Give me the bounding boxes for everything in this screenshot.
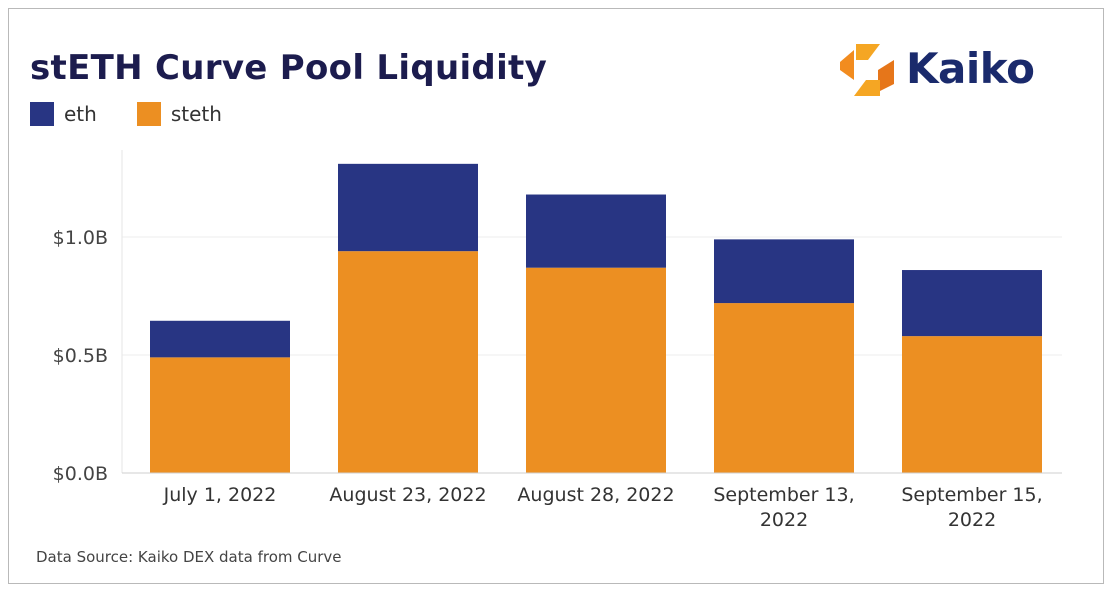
- x-tick-label: July 1, 2022: [163, 484, 277, 506]
- x-tick-label: 2022: [760, 509, 808, 531]
- data-source-note: Data Source: Kaiko DEX data from Curve: [36, 548, 342, 566]
- y-tick-label: $1.0B: [53, 227, 108, 249]
- bar-steth: [714, 303, 854, 473]
- kaiko-logo-text: Kaiko: [906, 44, 1035, 93]
- bar-steth: [338, 251, 478, 473]
- legend: eth steth: [30, 102, 262, 126]
- legend-swatch-eth: [30, 102, 54, 126]
- bar-steth: [902, 336, 1042, 473]
- legend-item-eth: eth: [30, 102, 97, 126]
- bar-eth: [902, 270, 1042, 337]
- bar-steth: [150, 357, 290, 473]
- legend-label-eth: eth: [64, 102, 97, 126]
- y-tick-label: $0.0B: [53, 463, 108, 485]
- legend-item-steth: steth: [136, 102, 222, 126]
- y-tick-label: $0.5B: [53, 345, 108, 367]
- kaiko-logo-icon: [840, 44, 894, 96]
- chart-title: stETH Curve Pool Liquidity: [30, 48, 548, 88]
- bar-eth: [714, 239, 854, 304]
- bar-steth: [526, 267, 666, 473]
- kaiko-logo: Kaiko: [836, 40, 1046, 100]
- x-tick-label: September 13,: [713, 484, 854, 506]
- legend-label-steth: steth: [170, 102, 222, 126]
- x-tick-label: August 28, 2022: [517, 484, 674, 506]
- bar-eth: [150, 320, 290, 358]
- x-tick-label: September 15,: [901, 484, 1042, 506]
- bar-eth: [526, 194, 666, 268]
- x-tick-label: 2022: [948, 509, 996, 531]
- legend-swatch-steth: [136, 102, 161, 126]
- bar-eth: [338, 163, 478, 252]
- x-tick-label: August 23, 2022: [329, 484, 486, 506]
